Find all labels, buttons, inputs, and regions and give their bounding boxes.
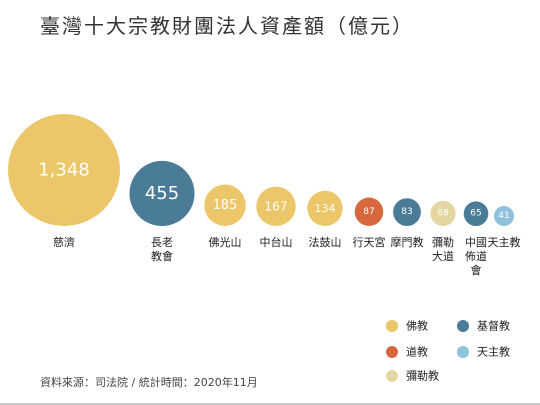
bubble-value-label: 65 bbox=[470, 209, 481, 219]
legend-label: 佛教 bbox=[406, 320, 428, 333]
legend-swatch bbox=[457, 346, 469, 358]
bubble-value-label: 1,348 bbox=[38, 160, 90, 181]
category-label: 佛光山 bbox=[209, 235, 242, 249]
bubble-1 bbox=[129, 160, 195, 226]
category-label: 中台山 bbox=[260, 235, 293, 249]
bubble-8 bbox=[463, 201, 489, 226]
bubble-value-label: 455 bbox=[145, 183, 179, 204]
legend-label: 彌勒教 bbox=[406, 370, 439, 383]
bubble-value-label: 185 bbox=[213, 198, 238, 213]
category-label: 彌勒大道 bbox=[432, 236, 454, 263]
legend-label: 道教 bbox=[406, 345, 428, 359]
legend-swatch bbox=[386, 320, 398, 332]
legend-label: 天主教 bbox=[477, 346, 510, 359]
bubble-2 bbox=[204, 184, 246, 226]
category-label: 摩門教 bbox=[391, 235, 424, 249]
bubble-value-label: 83 bbox=[401, 207, 412, 217]
category-label: 慈濟 bbox=[53, 235, 75, 249]
category-label: 天主教 bbox=[488, 236, 521, 249]
category-label: 行天宮 bbox=[353, 235, 386, 249]
legend-swatch bbox=[386, 346, 398, 358]
bubble-9 bbox=[494, 206, 514, 226]
chart-title: 臺灣十大宗教財團法人資產額（億元） bbox=[40, 14, 414, 38]
bubble-value-label: 68 bbox=[437, 208, 449, 218]
legend-swatch bbox=[386, 370, 398, 382]
bubble-5 bbox=[354, 197, 384, 226]
bottom-divider bbox=[0, 403, 540, 405]
legend-label: 基督教 bbox=[477, 319, 510, 333]
bubble-value-label: 87 bbox=[363, 207, 374, 217]
bubble-6 bbox=[393, 198, 421, 226]
bubble-7 bbox=[430, 200, 456, 226]
bubble-value-label: 134 bbox=[315, 202, 336, 215]
category-label: 中國佈道會 bbox=[465, 236, 487, 277]
bubble-3 bbox=[256, 186, 296, 226]
bubble-4 bbox=[307, 190, 343, 226]
bubble-0 bbox=[8, 114, 120, 226]
source-note: 資料來源：司法院 / 統計時間：2020年11月 bbox=[40, 376, 258, 389]
category-label: 法鼓山 bbox=[309, 235, 342, 249]
bubbles-group: 1,348 慈濟 455 長老教會 185 佛光山 167 中台山 134 法鼓山 87 行天宮 83 摩… bbox=[8, 114, 521, 277]
legend-swatch bbox=[457, 320, 469, 332]
bubble-value-label: 167 bbox=[264, 199, 287, 213]
bubble-value-label: 41 bbox=[498, 211, 509, 221]
category-label: 長老教會 bbox=[151, 236, 173, 263]
